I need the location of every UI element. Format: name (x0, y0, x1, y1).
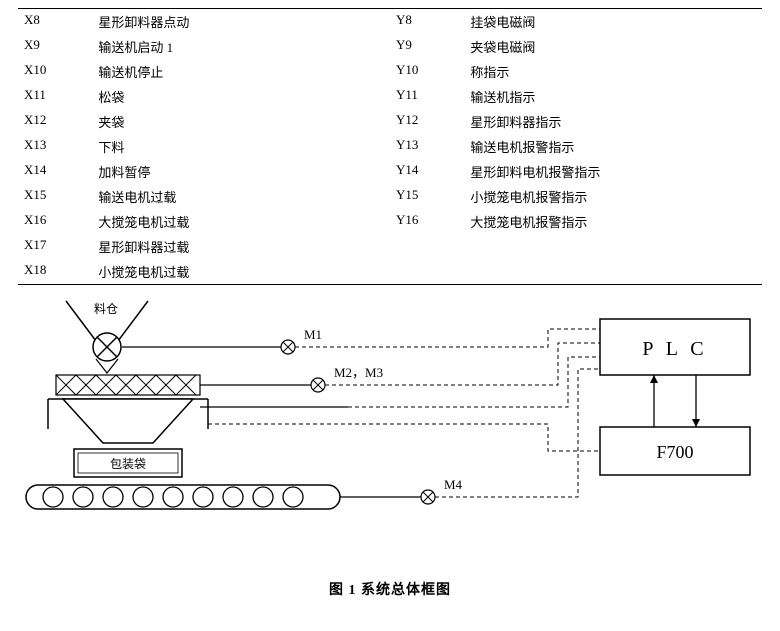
io-cell: 星形卸料器点动 (92, 9, 390, 35)
io-cell (464, 259, 762, 285)
io-cell: 加料暂停 (92, 159, 390, 184)
io-cell: X17 (18, 234, 92, 259)
bag-label: 包装袋 (110, 457, 146, 471)
io-cell: 星形卸料电机报警指示 (464, 159, 762, 184)
io-cell (390, 259, 464, 285)
io-cell: X10 (18, 59, 92, 84)
io-cell: X11 (18, 84, 92, 109)
io-cell: 星形卸料器指示 (464, 109, 762, 134)
io-cell: 输送电机报警指示 (464, 134, 762, 159)
io-table: X8星形卸料器点动Y8挂袋电磁阀 X9输送机启动 1Y9夹袋电磁阀 X10输送机停止… (18, 8, 762, 285)
io-cell: 输送机启动 1 (92, 34, 390, 59)
f700-label: F700 (656, 442, 693, 462)
io-cell (464, 234, 762, 259)
io-cell: Y10 (390, 59, 464, 84)
io-cell: 挂袋电磁阀 (464, 9, 762, 35)
plc-label: P L C (642, 338, 707, 360)
io-cell: Y9 (390, 34, 464, 59)
io-cell: 下料 (92, 134, 390, 159)
io-cell: 输送电机过载 (92, 184, 390, 209)
io-cell: 大搅笼电机过载 (92, 209, 390, 234)
io-cell: 小搅笼电机过载 (92, 259, 390, 285)
mixer-box (56, 375, 200, 395)
io-cell: 小搅笼电机报警指示 (464, 184, 762, 209)
m1-label: M1 (304, 327, 322, 342)
io-cell: Y16 (390, 209, 464, 234)
io-cell: Y14 (390, 159, 464, 184)
plc-f700-arrows (650, 375, 700, 427)
io-cell: X15 (18, 184, 92, 209)
io-cell: X16 (18, 209, 92, 234)
io-cell: 松袋 (92, 84, 390, 109)
io-cell: X12 (18, 109, 92, 134)
io-cell: X14 (18, 159, 92, 184)
io-cell: X8 (18, 9, 92, 35)
m1-symbol (281, 340, 295, 354)
io-cell: 夹袋 (92, 109, 390, 134)
io-cell: X9 (18, 34, 92, 59)
io-cell: 输送机指示 (464, 84, 762, 109)
m23-symbol (311, 378, 325, 392)
io-cell: 星形卸料器过载 (92, 234, 390, 259)
figure-caption: 图 1 系统总体框图 (18, 579, 762, 599)
conveyor (26, 485, 340, 509)
io-cell: X13 (18, 134, 92, 159)
hopper-label: 料仓 (94, 302, 118, 316)
io-cell: Y12 (390, 109, 464, 134)
io-cell: 夹袋电磁阀 (464, 34, 762, 59)
io-cell: Y15 (390, 184, 464, 209)
io-cell (390, 234, 464, 259)
dashed-signals (295, 329, 600, 497)
m4-symbol (421, 490, 435, 504)
funnel (63, 399, 193, 443)
io-cell: Y13 (390, 134, 464, 159)
io-cell: Y11 (390, 84, 464, 109)
m23-label: M2，M3 (334, 365, 383, 380)
m4-label: M4 (444, 477, 463, 492)
io-cell: Y8 (390, 9, 464, 35)
weigh-line (208, 424, 600, 451)
io-cell: 称指示 (464, 59, 762, 84)
io-cell: 大搅笼电机报警指示 (464, 209, 762, 234)
system-diagram: 料仓 包装袋 M1 (18, 299, 762, 559)
io-cell: X18 (18, 259, 92, 285)
io-cell: 输送机停止 (92, 59, 390, 84)
